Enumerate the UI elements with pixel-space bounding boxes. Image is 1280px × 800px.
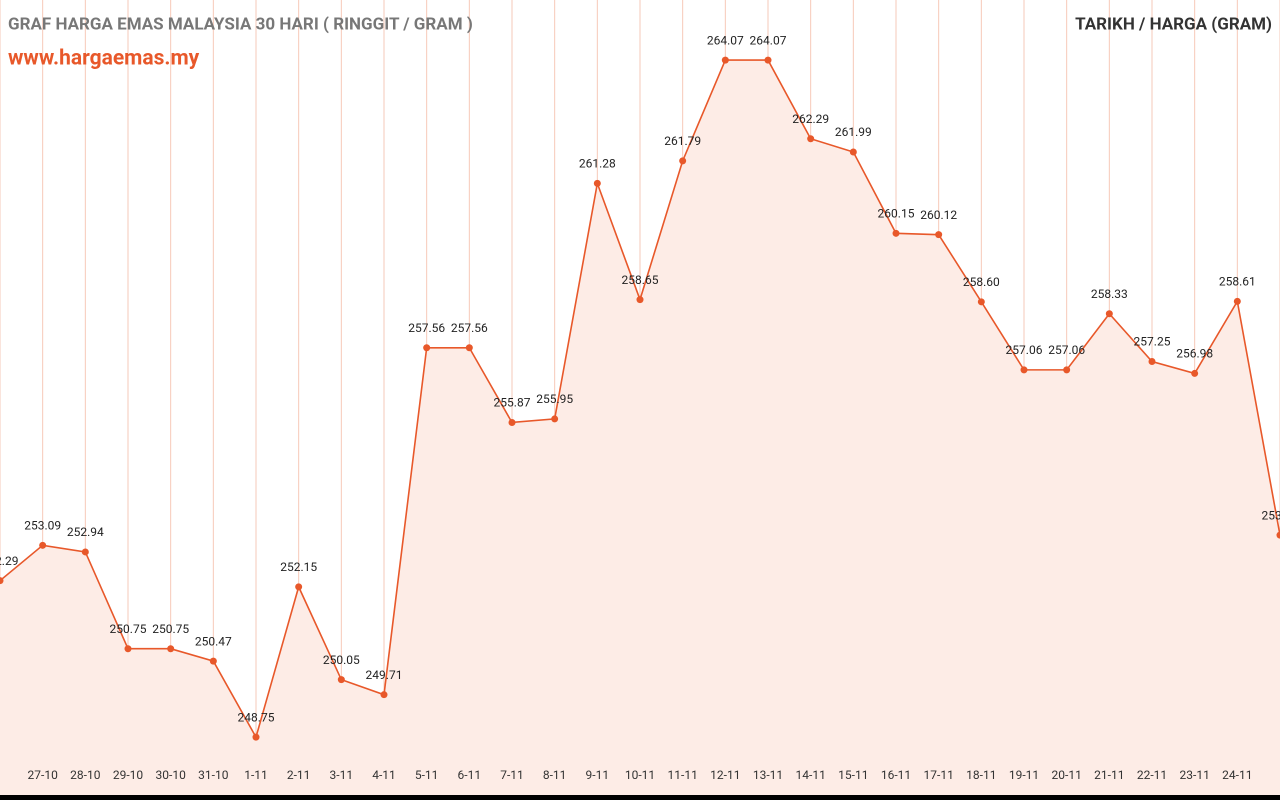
x-tick-label: 1-11 <box>244 768 268 782</box>
data-label: 264.07 <box>707 33 744 47</box>
data-point <box>593 179 601 187</box>
x-tick-label: 31-10 <box>198 768 229 782</box>
data-label: 255.87 <box>494 396 531 410</box>
data-label: 257.25 <box>1134 335 1171 349</box>
data-label: 250.75 <box>152 622 189 636</box>
data-point <box>337 676 345 684</box>
data-label: 258.61 <box>1219 275 1256 289</box>
x-tick-label: 21-11 <box>1094 768 1124 782</box>
x-tick-label: 18-11 <box>966 768 996 782</box>
x-tick-label: 6-11 <box>458 768 482 782</box>
x-tick-label: 5-11 <box>415 768 439 782</box>
data-point <box>465 344 473 352</box>
x-tick-label: 22-11 <box>1137 768 1167 782</box>
data-point <box>636 296 644 304</box>
data-point <box>935 231 943 239</box>
data-point <box>977 298 985 306</box>
data-point <box>0 577 4 585</box>
data-label: 250.47 <box>195 634 232 648</box>
x-tick-label: 23-11 <box>1180 768 1210 782</box>
data-point <box>1233 297 1241 305</box>
x-tick-label: 3-11 <box>330 768 354 782</box>
x-tick-label: 13-11 <box>753 768 783 782</box>
data-label: 257.56 <box>451 321 488 335</box>
legend-label: TARIKH / HARGA (GRAM) <box>1075 14 1272 34</box>
data-label: 261.99 <box>835 125 872 139</box>
data-point <box>1148 357 1156 365</box>
data-label: 260.12 <box>920 208 957 222</box>
x-tick-label: 20-11 <box>1052 768 1082 782</box>
x-tick-label: 12-11 <box>710 768 740 782</box>
x-tick-label: 30-10 <box>156 768 187 782</box>
marks <box>0 56 1280 796</box>
data-point <box>81 548 89 556</box>
data-label: 252.15 <box>280 560 317 574</box>
data-point <box>849 148 857 156</box>
x-tick-label: 11-11 <box>668 768 698 782</box>
x-tick-label: 16-11 <box>881 768 911 782</box>
data-label: 253.32 <box>1262 508 1280 522</box>
data-point <box>1105 310 1113 318</box>
data-point <box>807 135 815 143</box>
data-point <box>423 344 431 352</box>
data-point <box>1276 531 1280 539</box>
data-label: 258.65 <box>622 273 659 287</box>
data-label: 250.05 <box>323 653 360 667</box>
data-point <box>252 733 260 741</box>
x-tick-label: 27-10 <box>28 768 59 782</box>
x-tick-label: 15-11 <box>838 768 868 782</box>
x-tick-label: 9-11 <box>586 768 610 782</box>
data-label: 258.33 <box>1091 287 1128 301</box>
data-point <box>1191 369 1199 377</box>
area <box>0 60 1280 796</box>
data-label: 252.29 <box>0 554 18 568</box>
data-label: 257.06 <box>1048 343 1085 357</box>
data-point <box>39 541 47 549</box>
data-label: 255.95 <box>536 392 573 406</box>
data-point <box>1063 366 1071 374</box>
data-label: 261.79 <box>664 134 701 148</box>
data-label: 249.71 <box>366 668 403 682</box>
data-label: 250.75 <box>110 622 147 636</box>
data-label: 264.07 <box>750 33 787 47</box>
data-point <box>209 657 217 665</box>
x-tick-label: 8-11 <box>543 768 567 782</box>
data-label: 253.09 <box>24 518 61 532</box>
x-tick-label: 29-10 <box>113 768 144 782</box>
data-label: 248.75 <box>238 710 275 724</box>
data-point <box>892 229 900 237</box>
data-point <box>380 691 388 699</box>
x-tick-label: 24-11 <box>1222 768 1252 782</box>
data-label: 261.28 <box>579 157 616 171</box>
data-point <box>167 645 175 653</box>
chart-subtitle: www.hargaemas.my <box>8 47 200 71</box>
data-point <box>508 418 516 426</box>
x-tick-label: 19-11 <box>1009 768 1039 782</box>
data-point <box>295 583 303 591</box>
data-point <box>1020 366 1028 374</box>
x-tick-label: 28-10 <box>70 768 101 782</box>
data-label: 258.60 <box>963 275 1000 289</box>
data-point <box>124 645 132 653</box>
data-label: 256.98 <box>1176 347 1213 361</box>
data-point <box>721 56 729 64</box>
x-tick-label: 10-11 <box>625 768 655 782</box>
x-tick-label: 4-11 <box>372 768 396 782</box>
x-tick-label: 14-11 <box>796 768 826 782</box>
data-point <box>679 157 687 165</box>
data-label: 252.94 <box>67 525 104 539</box>
data-label: 257.06 <box>1006 343 1043 357</box>
data-point <box>764 56 772 64</box>
chart-title: GRAF HARGA EMAS MALAYSIA 30 HARI ( RINGG… <box>8 14 473 34</box>
x-tick-label: 2-11 <box>287 768 311 782</box>
data-point <box>551 415 559 423</box>
data-label: 262.29 <box>792 112 829 126</box>
x-tick-label: 7-11 <box>500 768 524 782</box>
data-label: 260.15 <box>878 207 915 221</box>
x-tick-label: 17-11 <box>924 768 954 782</box>
data-label: 257.56 <box>408 321 445 335</box>
